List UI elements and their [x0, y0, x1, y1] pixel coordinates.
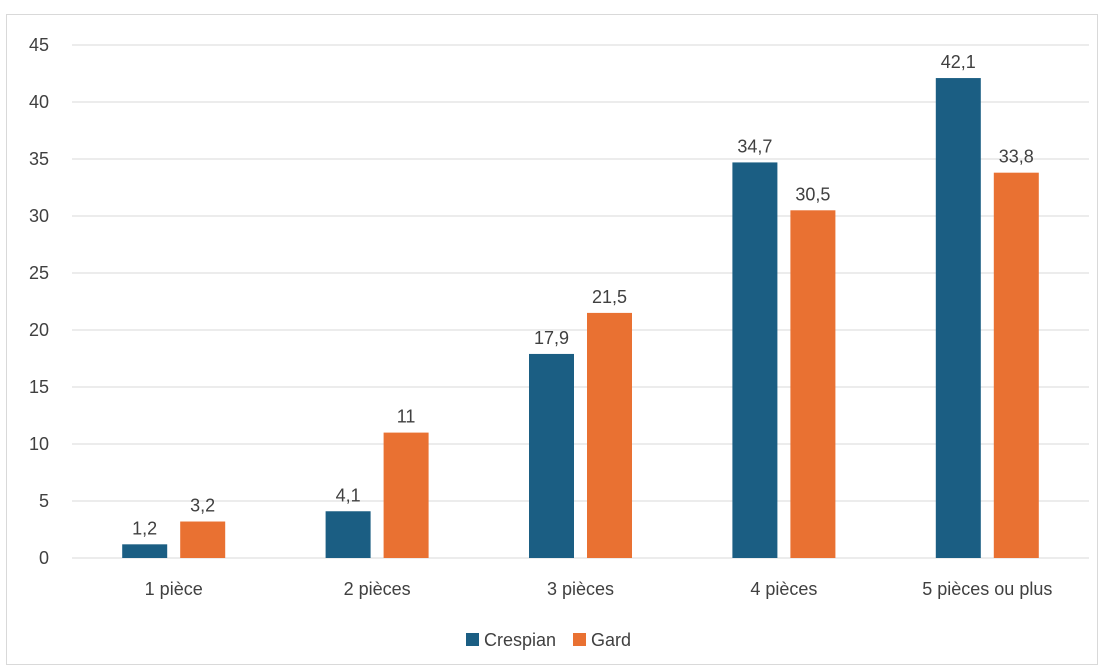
y-axis-ticks: 0 5 10 15 20 25 30 35 40 45: [29, 35, 49, 568]
data-labels: 1,2 3,2 4,1 11 17,9 21,5 34,7 30,5 42,1 33,8: [132, 52, 1034, 538]
y-tick-label: 5: [39, 491, 49, 511]
data-label: 1,2: [132, 518, 157, 538]
y-tick-label: 40: [29, 92, 49, 112]
legend-label-crespian: Crespian: [484, 630, 556, 650]
data-label: 21,5: [592, 287, 627, 307]
y-tick-label: 45: [29, 35, 49, 55]
bar-crespian-4: [732, 162, 778, 559]
legend-label-gard: Gard: [591, 630, 631, 650]
y-tick-label: 10: [29, 434, 49, 454]
bar-gard-1: [180, 521, 226, 558]
bar-gard-3: [587, 312, 632, 558]
gridlines: [72, 44, 1089, 559]
data-label: 11: [397, 407, 416, 427]
y-tick-label: 25: [29, 263, 49, 283]
x-tick-label: 1 pièce: [145, 579, 203, 599]
y-tick-label: 30: [29, 206, 49, 226]
x-tick-label: 5 pièces ou plus: [922, 579, 1052, 599]
x-axis-ticks: 1 pièce 2 pièces 3 pièces 4 pièces 5 pièces …: [145, 579, 1053, 599]
data-label: 17,9: [534, 328, 569, 348]
data-label: 34,7: [737, 136, 772, 156]
x-tick-label: 3 pièces: [547, 579, 614, 599]
data-label: 42,1: [941, 52, 976, 72]
bar-gard-2: [383, 432, 429, 558]
x-tick-label: 2 pièces: [344, 579, 411, 599]
bar-crespian-5: [935, 78, 981, 558]
x-tick-label: 4 pièces: [750, 579, 817, 599]
bar-crespian-2: [325, 511, 371, 558]
y-tick-label: 20: [29, 320, 49, 340]
data-label: 30,5: [795, 184, 830, 204]
data-label: 3,2: [190, 496, 215, 516]
bar-gard-4: [790, 210, 836, 559]
bars: [122, 78, 1039, 559]
y-tick-label: 0: [39, 548, 49, 568]
data-label: 4,1: [336, 485, 361, 505]
legend-swatch-gard: [573, 633, 586, 646]
bar-gard-5: [993, 172, 1039, 558]
y-tick-label: 35: [29, 149, 49, 169]
bar-crespian-3: [529, 353, 574, 558]
data-label: 33,8: [999, 147, 1034, 167]
y-tick-label: 15: [29, 377, 49, 397]
legend: Crespian Gard: [466, 630, 631, 650]
legend-swatch-crespian: [466, 633, 479, 646]
bar-crespian-1: [122, 544, 168, 558]
